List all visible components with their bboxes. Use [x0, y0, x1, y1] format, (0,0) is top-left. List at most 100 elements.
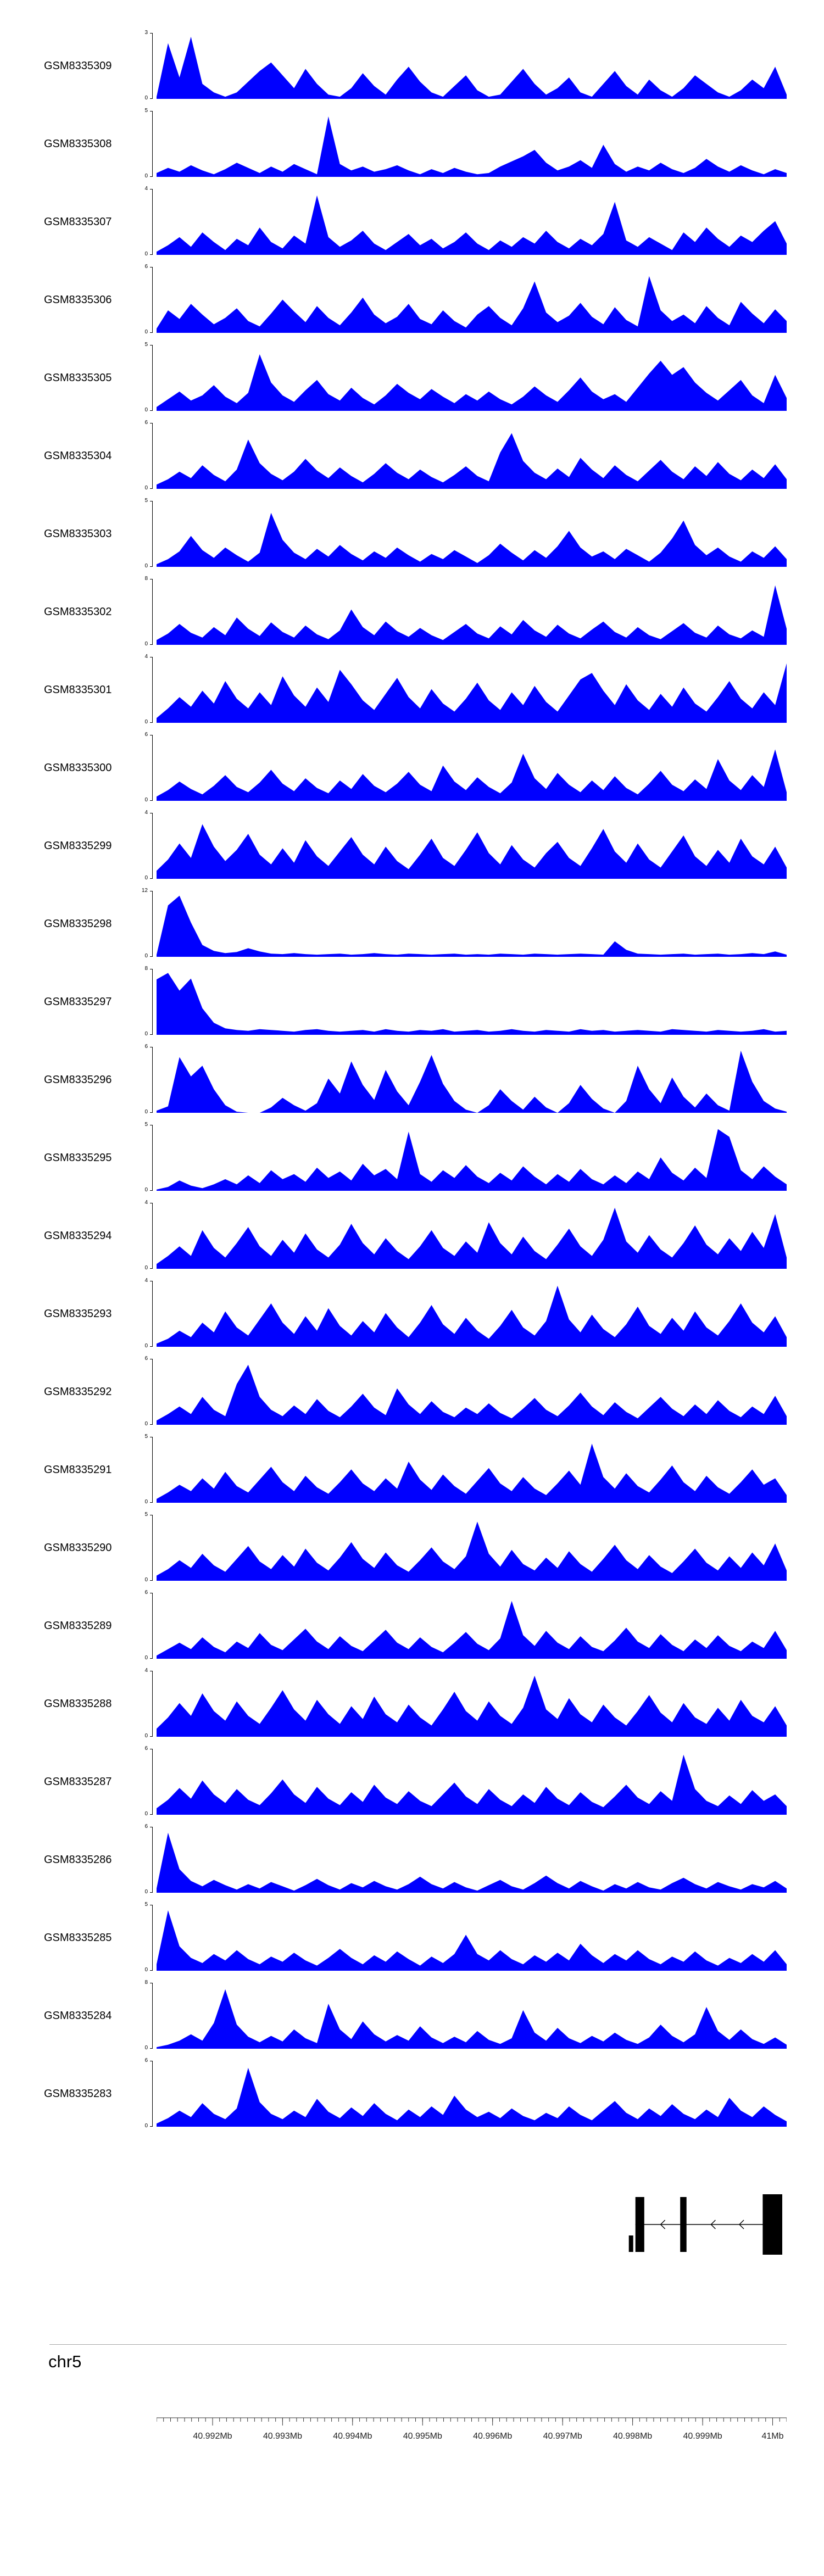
- track-label: GSM8335296: [44, 1074, 112, 1086]
- track-y-axis: 6 0: [126, 732, 153, 803]
- y-max-label: 3: [144, 30, 148, 36]
- signal-area: [157, 276, 787, 333]
- signal-area: [157, 749, 787, 801]
- track-row: GSM8335295 5 0: [0, 1118, 824, 1196]
- strand-arrow-icon: [660, 2220, 666, 2229]
- signal-plot: [157, 735, 787, 801]
- y-axis-tick-bottom: [150, 1346, 153, 1347]
- y-axis-line: [152, 2061, 153, 2127]
- signal-svg: [157, 1910, 787, 1971]
- y-axis-line: [152, 111, 153, 177]
- y-zero-label: 0: [144, 251, 148, 257]
- signal-area: [157, 824, 787, 879]
- track-row: GSM8335297 8 0: [0, 962, 824, 1040]
- signal-svg: [157, 276, 787, 333]
- track-row: GSM8335291 5 0: [0, 1430, 824, 1508]
- y-zero-label: 0: [144, 1421, 148, 1427]
- y-max-label: 5: [144, 1434, 148, 1440]
- y-axis-tick-bottom: [150, 332, 153, 333]
- y-axis-tick-bottom: [150, 254, 153, 255]
- y-zero-label: 0: [144, 1031, 148, 1037]
- track-y-axis: 6 0: [126, 1824, 153, 1895]
- y-axis-line: [152, 891, 153, 957]
- y-max-label: 6: [144, 1746, 148, 1752]
- track-y-axis: 5 0: [126, 1512, 153, 1583]
- gene-model-track: [157, 2189, 787, 2260]
- y-axis-tick-bottom: [150, 956, 153, 957]
- y-axis-line: [152, 1749, 153, 1815]
- y-axis-tick-bottom: [150, 644, 153, 645]
- y-axis-tick-bottom: [150, 878, 153, 879]
- signal-plot: [157, 1515, 787, 1581]
- track-label: GSM8335308: [44, 138, 112, 150]
- y-axis-tick-bottom: [150, 722, 153, 723]
- chromosome-line: [49, 2344, 787, 2345]
- signal-svg: [157, 749, 787, 801]
- y-axis-line: [152, 657, 153, 723]
- y-axis-line: [152, 1827, 153, 1893]
- track-y-axis: 6 0: [126, 264, 153, 335]
- track-label: GSM8335302: [44, 606, 112, 618]
- track-y-axis: 12 0: [126, 888, 153, 959]
- y-zero-label: 0: [144, 953, 148, 959]
- signal-area: [157, 1754, 787, 1815]
- track-label: GSM8335294: [44, 1230, 112, 1242]
- axis-tick-label: 40.995Mb: [403, 2432, 442, 2441]
- signal-svg: [157, 1601, 787, 1659]
- track-label: GSM8335298: [44, 918, 112, 930]
- y-max-label: 4: [144, 1668, 148, 1674]
- track-label: GSM8335284: [44, 2010, 112, 2022]
- y-axis-tick-bottom: [150, 1580, 153, 1581]
- signal-plot: [157, 189, 787, 255]
- signal-plot: [157, 1593, 787, 1659]
- track-label: GSM8335285: [44, 1932, 112, 1944]
- track-row: GSM8335285 5 0: [0, 1898, 824, 1976]
- gene-model-svg: [628, 2194, 782, 2255]
- track-label: GSM8335299: [44, 840, 112, 852]
- y-zero-label: 0: [144, 173, 148, 179]
- exon-box: [628, 2235, 633, 2252]
- track-row: GSM8335309 3 0: [0, 26, 824, 104]
- track-row: GSM8335284 8 0: [0, 1976, 824, 2054]
- y-axis-line: [152, 579, 153, 645]
- y-axis-tick-bottom: [150, 1034, 153, 1035]
- genome-axis-track: 40.992Mb 40.993Mb 40.994Mb 40.995Mb 40.996Mb…: [156, 2415, 787, 2458]
- signal-svg: [157, 195, 787, 255]
- track-y-axis: 6 0: [126, 1590, 153, 1661]
- track-y-axis: 5 0: [126, 108, 153, 179]
- signal-area: [157, 354, 787, 411]
- signal-tracks-panel: GSM8335309 3 0 GSM8335308 5 0 GSM8335307: [0, 26, 824, 2132]
- y-axis-line: [152, 1281, 153, 1347]
- y-axis-tick-bottom: [150, 1970, 153, 1971]
- signal-area: [157, 1521, 787, 1581]
- y-zero-label: 0: [144, 95, 148, 101]
- y-axis-line: [152, 1047, 153, 1113]
- track-row: GSM8335287 6 0: [0, 1742, 824, 1820]
- signal-svg: [157, 973, 787, 1035]
- track-row: GSM8335292 6 0: [0, 1352, 824, 1430]
- signal-area: [157, 1601, 787, 1659]
- signal-area: [157, 1129, 787, 1191]
- signal-svg: [157, 1521, 787, 1581]
- y-axis-tick-bottom: [150, 1736, 153, 1737]
- y-max-label: 5: [144, 1122, 148, 1128]
- y-zero-label: 0: [144, 1889, 148, 1895]
- signal-svg: [157, 585, 787, 645]
- y-axis-line: [152, 1905, 153, 1971]
- track-y-axis: 4 0: [126, 810, 153, 881]
- track-y-axis: 4 0: [126, 186, 153, 257]
- signal-plot: [157, 33, 787, 99]
- y-max-label: 6: [144, 420, 148, 426]
- axis-tick-label: 40.998Mb: [613, 2432, 652, 2441]
- track-label: GSM8335289: [44, 1620, 112, 1632]
- y-axis-tick-bottom: [150, 410, 153, 411]
- signal-svg: [157, 1050, 787, 1113]
- y-axis-tick-bottom: [150, 98, 153, 99]
- y-max-label: 12: [141, 888, 148, 894]
- axis-tick-label: 40.997Mb: [543, 2432, 582, 2441]
- track-row: GSM8335288 4 0: [0, 1664, 824, 1742]
- track-y-axis: 8 0: [126, 966, 153, 1037]
- signal-plot: [157, 1437, 787, 1503]
- track-y-axis: 6 0: [126, 2058, 153, 2129]
- y-axis-tick-bottom: [150, 566, 153, 567]
